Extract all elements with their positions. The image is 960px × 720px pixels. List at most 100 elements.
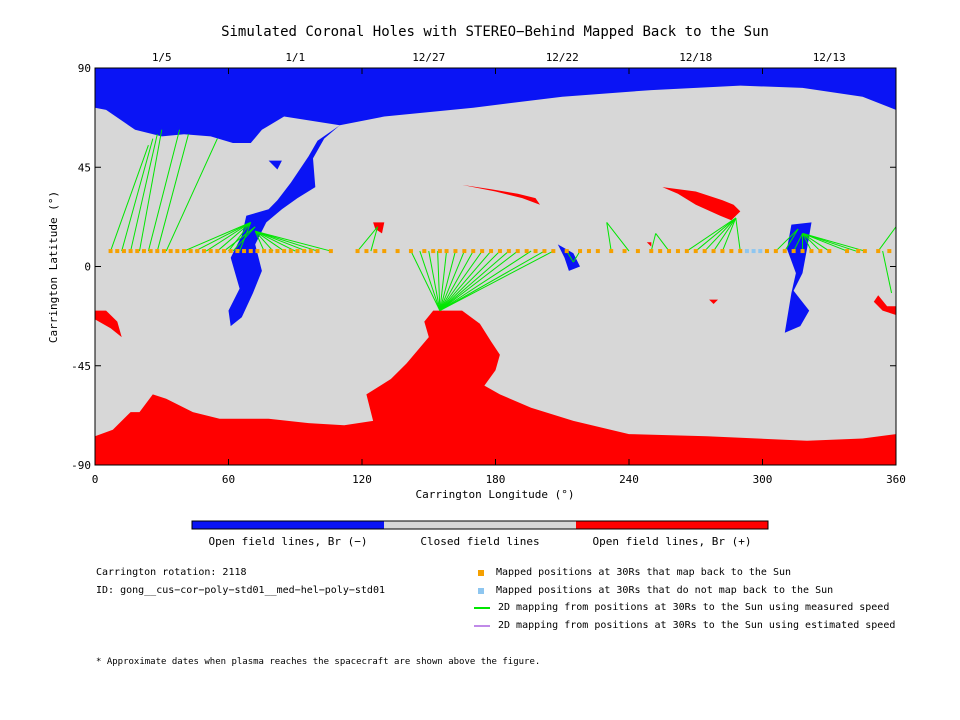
- legend-estimated-label: 2D mapping from positions at 30Rs to the…: [498, 620, 896, 631]
- mapped-position-53: [542, 249, 547, 254]
- mapped-position-47: [489, 249, 494, 254]
- coronal-hole-positive-9: [373, 222, 385, 234]
- mapping-line-measured-36: [439, 250, 510, 311]
- y-tick-label-2: 0: [84, 261, 91, 274]
- mapping-line-measured-12: [228, 222, 252, 252]
- legend-estimated: 2D mapping from positions at 30Rs to the…: [474, 620, 896, 631]
- mapped-position-38: [408, 249, 413, 254]
- y-tick-label-1: -45: [71, 360, 91, 373]
- mapped-position-50: [515, 249, 520, 254]
- mapped-position-10: [175, 249, 180, 254]
- mapping-line-measured-32: [439, 250, 474, 311]
- mapped-position-6: [148, 249, 153, 254]
- mapped-position-49: [506, 249, 511, 254]
- x-tick-label-2: 120: [352, 473, 372, 486]
- coronal-hole-positive-5: [95, 310, 122, 338]
- mapping-line-measured-31: [439, 250, 465, 311]
- mapping-line-measured-28: [437, 251, 441, 311]
- mapped-position-9: [168, 249, 173, 254]
- mapping-line-measured-1: [110, 145, 149, 252]
- mapped-position-30: [308, 249, 313, 254]
- mapped-position-26: [282, 249, 287, 254]
- mapped-position-81: [845, 249, 850, 254]
- coronal-hole-positive-4: [95, 310, 896, 465]
- mapped-position-77: [800, 249, 805, 254]
- mapping-line-measured-5: [147, 129, 181, 252]
- mapped-position-17: [222, 249, 227, 254]
- mapped-position-3: [128, 249, 133, 254]
- mapped-position-14: [202, 249, 207, 254]
- mapped-position-45: [471, 249, 476, 254]
- mapping-line-measured-19: [254, 230, 296, 252]
- y-tick-label-3: 45: [78, 161, 91, 174]
- mapped-position-65: [675, 249, 680, 254]
- colorbar-label-positive: Open field lines, Br (+): [593, 535, 752, 548]
- mapping-line-measured-21: [255, 230, 318, 252]
- mapped-position-34: [364, 249, 369, 254]
- mapped-position-43: [453, 249, 458, 254]
- legend-not-mapped-label: Mapped positions at 30Rs that do not map…: [496, 585, 834, 596]
- mapped-position-63: [658, 249, 663, 254]
- mapped-position-8: [161, 249, 166, 254]
- colorbar-frame: [191, 520, 769, 530]
- y-tick-label-4: 90: [78, 62, 91, 75]
- mapping-line-measured-48: [695, 217, 737, 252]
- coronal-hole-positive-7: [662, 187, 741, 221]
- mapped-position-23: [262, 249, 267, 254]
- mapping-line-measured-10: [205, 221, 252, 252]
- plot-area: [94, 67, 897, 466]
- mapping-line-measured-26: [419, 250, 441, 311]
- legend-not-mapped: Mapped positions at 30Rs that do not map…: [478, 585, 833, 596]
- mapped-position-70: [720, 249, 725, 254]
- y-tick-label-0: -90: [71, 459, 91, 472]
- x-tick-label-6: 360: [886, 473, 906, 486]
- coronal-hole-regions: [95, 68, 896, 465]
- mapped-position-27: [288, 249, 293, 254]
- x-tick-label-0: 0: [92, 473, 99, 486]
- colorbar-negative: [192, 521, 384, 529]
- mapped-position-40: [431, 249, 436, 254]
- mapping-line-measured-3: [130, 134, 158, 252]
- mapping-lines: [94, 129, 897, 312]
- mapping-line-measured-47: [686, 217, 737, 252]
- mapped-position-80: [827, 249, 832, 254]
- mapping-line-measured-40: [439, 250, 554, 312]
- mapped-position-19: [235, 249, 240, 254]
- mapped-position-12: [188, 249, 193, 254]
- mapped-position-85: [887, 249, 892, 254]
- mapped-position-68: [702, 249, 707, 254]
- mapped-position-24: [268, 249, 273, 254]
- mapped-position-25: [275, 249, 280, 254]
- mapped-position-58: [595, 249, 600, 254]
- mapped-position-39: [422, 249, 427, 254]
- mapped-marker-icon: [478, 569, 484, 576]
- mapping-line-measured-54: [784, 228, 799, 252]
- mapped-position-32: [328, 249, 333, 254]
- mapped-position-83: [862, 249, 867, 254]
- unmapped-position-0: [744, 249, 749, 254]
- mapped-position-18: [228, 249, 233, 254]
- mapped-position-0: [108, 249, 113, 254]
- mapped-position-52: [533, 249, 538, 254]
- mapping-line-measured-38: [439, 250, 532, 312]
- mapping-line-measured-29: [439, 251, 448, 311]
- mapping-line-measured-37: [439, 250, 519, 312]
- mapping-line-measured-9: [194, 221, 251, 252]
- mapping-line-measured-23: [357, 226, 378, 252]
- mapped-position-46: [480, 249, 485, 254]
- mapped-position-15: [208, 249, 213, 254]
- mapping-line-measured-7: [165, 138, 218, 252]
- legend-measured-label: 2D mapping from positions at 30Rs to the…: [498, 602, 890, 613]
- mapped-position-72: [738, 249, 743, 254]
- mapping-line-measured-6: [156, 134, 189, 252]
- unmapped-position-1: [751, 249, 756, 254]
- mapped-position-41: [437, 249, 442, 254]
- mapping-line-measured-22: [255, 230, 331, 252]
- mapping-line-measured-49: [704, 217, 737, 252]
- mapped-position-22: [255, 249, 260, 254]
- mapped-position-55: [564, 249, 569, 254]
- coronal-hole-negative-1: [784, 222, 812, 333]
- estimated-line-icon: [474, 624, 490, 627]
- x-tick-label-1: 60: [222, 473, 235, 486]
